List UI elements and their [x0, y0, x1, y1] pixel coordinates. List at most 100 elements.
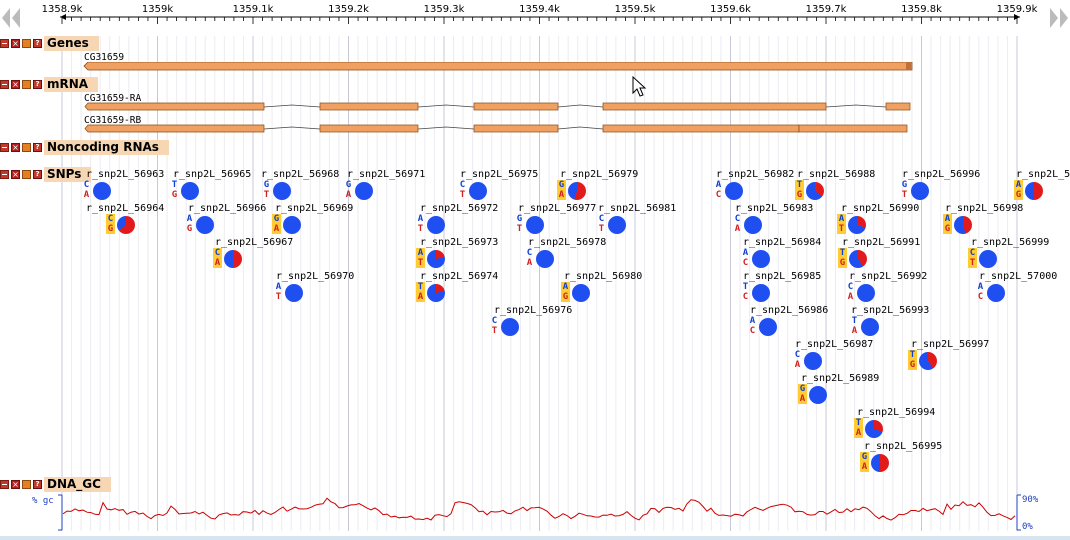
help-icon[interactable]: ? [33, 170, 42, 179]
minimize-icon[interactable] [0, 170, 9, 179]
gene-label: CG31659 [84, 52, 125, 63]
track-label-snps[interactable]: SNPs [44, 167, 92, 182]
config-icon[interactable] [22, 143, 31, 152]
gene-feature-cg31659[interactable] [80, 62, 915, 72]
allele-frequency-pie [93, 182, 111, 200]
track-label-mrna[interactable]: mRNA [44, 77, 99, 92]
snp-label: r_snp2L_56977 [518, 203, 597, 214]
config-icon[interactable] [22, 80, 31, 89]
snp-alt-allele: C [977, 292, 984, 302]
close-icon[interactable]: × [11, 170, 20, 179]
snp-ref-allele: A [416, 248, 425, 258]
close-icon[interactable]: × [11, 480, 20, 489]
snp-alt-allele: T [516, 224, 523, 234]
snp-alt-allele: A [213, 258, 222, 268]
snp-label: r_snp2L_56972 [420, 203, 499, 214]
snp-alt-allele: T [417, 224, 424, 234]
minimize-icon[interactable] [0, 480, 9, 489]
mrna-feature-ra[interactable] [80, 102, 915, 112]
ruler-tick-label: 1359.1k [233, 4, 274, 15]
mrna-feature-rb[interactable] [80, 124, 915, 134]
config-icon[interactable] [22, 480, 31, 489]
close-icon[interactable]: × [11, 80, 20, 89]
snp-alt-allele: A [272, 224, 281, 234]
snp-alt-allele: A [847, 292, 854, 302]
snp-label: r_snp2L_56984 [743, 237, 822, 248]
snp-ref-allele: C [106, 214, 115, 224]
coordinate-ruler[interactable]: 1358.9k 1359k 1359.1k 1359.2k 1359.3k 1359.4k… [0, 0, 1070, 40]
track-label-genes[interactable]: Genes [44, 36, 99, 51]
snp-label: r_snp2L_56964 [86, 203, 165, 214]
double-arrow-right-icon[interactable] [1048, 6, 1070, 30]
snp-alt-allele: A [734, 224, 741, 234]
help-icon[interactable]: ? [33, 39, 42, 48]
snp-ref-allele: A [837, 214, 846, 224]
snp-ref-allele: G [263, 180, 270, 190]
track-label-dna-gc[interactable]: DNA_GC [44, 477, 111, 492]
snp-label: r_snp2L_56975 [460, 169, 539, 180]
config-icon[interactable] [22, 39, 31, 48]
allele-frequency-pie [283, 216, 301, 234]
close-icon[interactable]: × [11, 143, 20, 152]
snp-ref-allele: A [715, 180, 722, 190]
snp-alt-allele: G [943, 224, 952, 234]
snp-alt-allele: T [901, 190, 908, 200]
track-label-noncoding[interactable]: Noncoding RNAs [44, 140, 169, 155]
minimize-icon[interactable] [0, 39, 9, 48]
minimize-icon[interactable] [0, 143, 9, 152]
help-icon[interactable]: ? [33, 480, 42, 489]
track-header-noncoding: × ? Noncoding RNAs [0, 140, 169, 155]
allele-frequency-pie [744, 216, 762, 234]
close-icon[interactable]: × [11, 39, 20, 48]
help-icon[interactable]: ? [33, 80, 42, 89]
config-icon[interactable] [22, 170, 31, 179]
grid-lines [61, 36, 1018, 531]
double-arrow-left-icon[interactable] [0, 6, 22, 30]
ruler-arrow-left [60, 14, 66, 20]
snp-ref-allele: T [742, 282, 749, 292]
minimize-icon[interactable] [0, 80, 9, 89]
snp-label: r_snp2L_56981 [598, 203, 677, 214]
help-icon[interactable]: ? [33, 143, 42, 152]
allele-frequency-pie [809, 386, 827, 404]
